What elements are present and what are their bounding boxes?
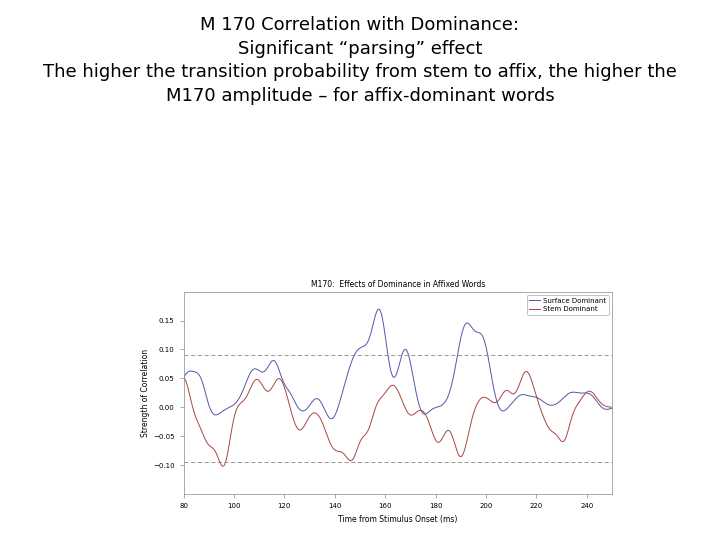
Stem Dominant [433, 438, 441, 445]
Stem Dominant [290, 419, 299, 426]
Legend: Surface Dominant, Stem Dominant: Surface Dominant, Stem Dominant [526, 295, 608, 315]
Stem Dominant [522, 368, 531, 375]
Stem Dominant [466, 422, 474, 429]
Surface Dominant [374, 306, 383, 312]
Line: Stem Dominant: Stem Dominant [184, 372, 612, 466]
Line: Surface Dominant: Surface Dominant [184, 309, 612, 419]
Stem Dominant [219, 463, 228, 469]
Surface Dominant [503, 405, 512, 411]
X-axis label: Time from Stimulus Onset (ms): Time from Stimulus Onset (ms) [338, 515, 457, 524]
Stem Dominant [374, 399, 382, 405]
Surface Dominant [328, 416, 336, 422]
Surface Dominant [433, 404, 442, 410]
Y-axis label: Strength of Correlation: Strength of Correlation [141, 349, 150, 437]
Surface Dominant [608, 405, 616, 411]
Stem Dominant [256, 379, 264, 385]
Stem Dominant [608, 404, 616, 410]
Surface Dominant [467, 323, 475, 330]
Stem Dominant [179, 374, 188, 381]
Title: M170:  Effects of Dominance in Affixed Words: M170: Effects of Dominance in Affixed Wo… [310, 280, 485, 289]
Stem Dominant [503, 387, 511, 394]
Text: M 170 Correlation with Dominance:
Significant “parsing” effect
The higher the tr: M 170 Correlation with Dominance: Signif… [43, 16, 677, 105]
Surface Dominant [255, 368, 264, 374]
Surface Dominant [374, 306, 382, 313]
Surface Dominant [179, 374, 188, 381]
Surface Dominant [289, 396, 298, 403]
